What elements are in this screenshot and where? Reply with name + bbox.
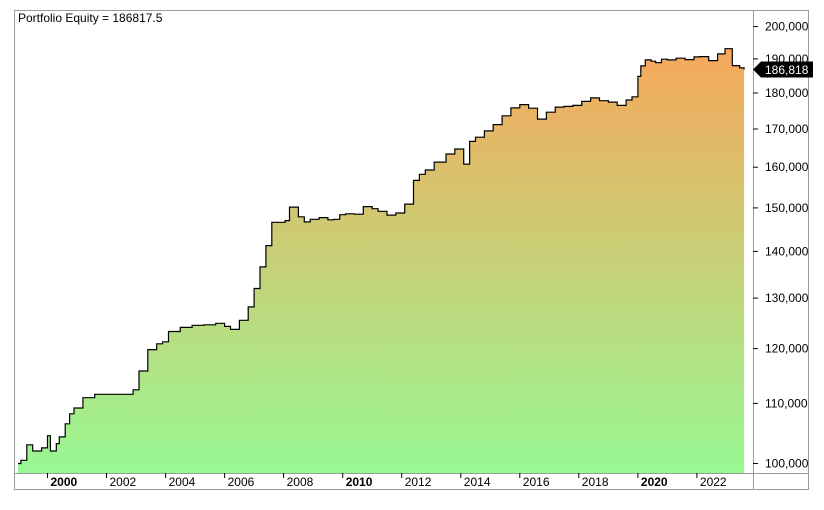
x-tick-label: 2016 bbox=[523, 475, 550, 489]
equity-area bbox=[18, 48, 745, 473]
x-tick-label: 2004 bbox=[169, 475, 196, 489]
y-tick-label: 140,000 bbox=[765, 244, 809, 258]
x-tick-label: 2022 bbox=[700, 475, 727, 489]
equity-line bbox=[18, 48, 745, 465]
last-value-badge-shape bbox=[753, 61, 813, 78]
x-tick-label: 2014 bbox=[464, 475, 491, 489]
equity-area-layer bbox=[18, 48, 745, 473]
last-value-badge: 186,818 bbox=[753, 61, 813, 78]
y-tick-label: 100,000 bbox=[765, 457, 809, 471]
y-tick-label: 160,000 bbox=[765, 160, 809, 174]
y-tick-label: 180,000 bbox=[765, 86, 809, 100]
x-tick-label: 2012 bbox=[405, 475, 432, 489]
x-tick-label: 2000 bbox=[51, 475, 78, 489]
last-value-label: 186,818 bbox=[765, 63, 809, 77]
y-tick-label: 130,000 bbox=[765, 291, 809, 305]
x-tick-label: 2020 bbox=[641, 475, 668, 489]
chart-title: Portfolio Equity = 186817.5 bbox=[18, 11, 163, 25]
x-tick-label: 2010 bbox=[346, 475, 373, 489]
y-tick-label: 200,000 bbox=[765, 20, 809, 34]
x-axis-ticks: 2000 2002 2004 2006 2008 2010 2012 2014 2016 2018… bbox=[47, 473, 727, 489]
x-tick-label: 2018 bbox=[582, 475, 609, 489]
y-tick-label: 120,000 bbox=[765, 342, 809, 356]
y-tick-label: 110,000 bbox=[765, 396, 808, 410]
x-tick-label: 2008 bbox=[287, 475, 314, 489]
x-tick-label: 2006 bbox=[228, 475, 255, 489]
y-tick-label: 170,000 bbox=[765, 122, 809, 136]
equity-line-layer bbox=[18, 48, 745, 465]
y-tick-label: 150,000 bbox=[765, 201, 809, 215]
y-axis-ticks: 100,000 110,000 120,000 130,000 140,000 150,0… bbox=[753, 20, 809, 471]
x-tick-label: 2002 bbox=[110, 475, 137, 489]
